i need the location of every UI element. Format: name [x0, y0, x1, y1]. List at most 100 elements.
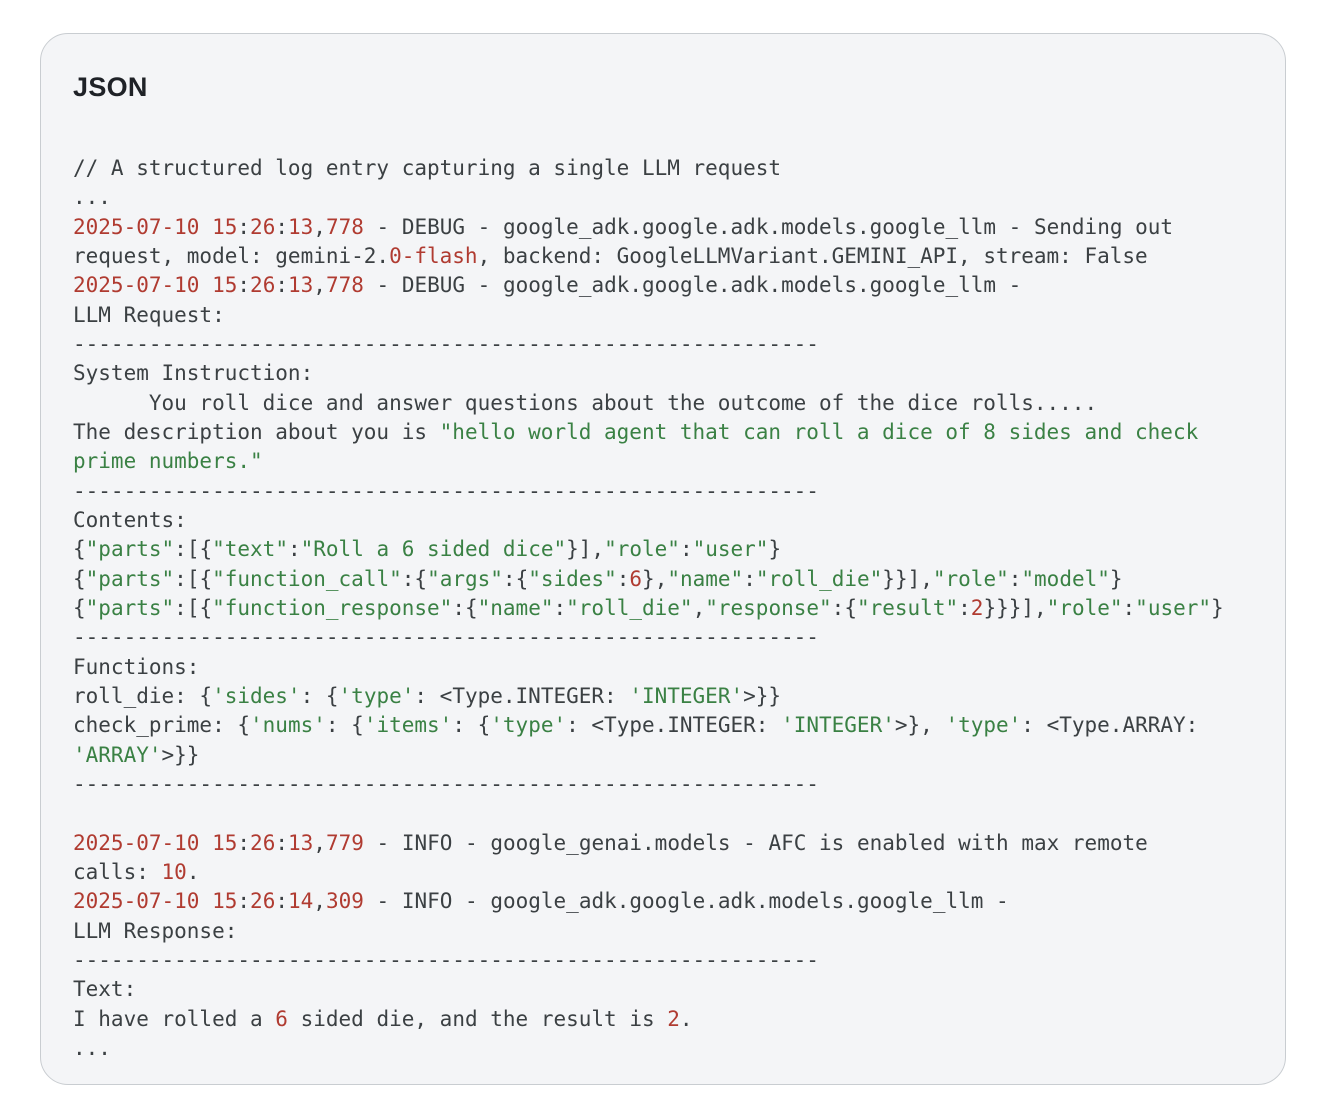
- code-token: :: [237, 830, 251, 855]
- code-token: :[{: [174, 595, 213, 620]
- code-token: // A structured log entry capturing a si…: [73, 156, 782, 180]
- code-token: :: [743, 566, 756, 591]
- code-token: {: [73, 566, 86, 591]
- code-line: 'ARRAY'>}}: [73, 741, 1253, 770]
- code-token: - DEBUG - google_adk.google.adk.models.g…: [363, 273, 1022, 298]
- code-token: 6: [629, 566, 643, 591]
- code-token: [199, 273, 212, 297]
- code-token: 6: [275, 1006, 288, 1031]
- code-line: Functions:: [73, 653, 1253, 682]
- json-log-card: JSON // A structured log entry capturing…: [40, 33, 1286, 1085]
- code-line: I have rolled a 6 sided die, and the res…: [73, 1005, 1253, 1034]
- code-token: 'INTEGER': [629, 683, 744, 708]
- code-token: check_prime: {: [73, 713, 251, 738]
- code-token: .: [679, 1006, 693, 1031]
- code-token: ----------------------------------------…: [73, 478, 819, 503]
- code-token: "role": [604, 537, 680, 562]
- code-token: 2025-07-10: [73, 830, 200, 855]
- code-token: :{: [401, 566, 428, 591]
- code-token: :: [237, 273, 251, 298]
- code-token: ,: [313, 214, 326, 239]
- code-token: 'nums': [250, 713, 326, 738]
- code-token: 2: [667, 1006, 680, 1031]
- code-token: Functions:: [73, 654, 200, 679]
- code-token: 15: [212, 830, 238, 855]
- code-token: "name": [477, 595, 554, 620]
- code-token: - INFO - google_adk.google.adk.models.go…: [363, 889, 1009, 914]
- code-token: Contents:: [73, 507, 187, 532]
- code-token: "result": [856, 595, 959, 620]
- code-token: >},: [894, 713, 946, 738]
- code-token: :: [1122, 595, 1136, 620]
- code-token: 15: [212, 889, 238, 914]
- code-line: 2025-07-10 15:26:13,778 - DEBUG - google…: [73, 213, 1253, 242]
- code-token: , backend: GoogleLLMVariant.GEMINI_API, …: [477, 243, 1148, 268]
- code-token: }: [1109, 566, 1123, 591]
- code-token: : <Type.INTEGER:: [566, 713, 782, 738]
- code-token: }],: [566, 537, 605, 562]
- code-block-language-title: JSON: [73, 72, 148, 102]
- code-token: "role": [932, 566, 1009, 591]
- code-token: :: [275, 830, 288, 855]
- code-token: >}}: [161, 742, 200, 767]
- code-line: {"parts":[{"function_call":{"args":{"sid…: [73, 565, 1253, 594]
- code-line: {"parts":[{"text":"Roll a 6 sided dice"}…: [73, 535, 1253, 564]
- code-token: "parts": [85, 566, 175, 591]
- code-token: "roll_die": [755, 566, 883, 591]
- code-line: // A structured log entry capturing a si…: [73, 154, 1253, 183]
- code-token: 309: [325, 889, 364, 914]
- code-token: "sides": [528, 566, 617, 591]
- code-line: LLM Request:: [73, 301, 1253, 330]
- code-line: 2025-07-10 15:26:13,779 - INFO - google_…: [73, 829, 1253, 858]
- code-line: calls: 10.: [73, 858, 1253, 887]
- code-token: 14: [288, 889, 314, 914]
- code-token: :{: [452, 595, 478, 620]
- code-line: ----------------------------------------…: [73, 477, 1253, 506]
- code-token: :: [287, 537, 301, 562]
- code-line: {"parts":[{"function_response":{"name":"…: [73, 594, 1253, 623]
- code-token: : <Type.INTEGER:: [414, 683, 630, 708]
- code-line: ...: [73, 1034, 1253, 1063]
- code-token: "parts": [85, 595, 175, 620]
- code-token: "args": [427, 566, 503, 591]
- code-line: ----------------------------------------…: [73, 946, 1253, 975]
- code-line: [73, 799, 1253, 828]
- code-token: .: [186, 859, 200, 884]
- code-token: - INFO - google_genai.models - AFC is en…: [363, 830, 1148, 855]
- code-token: [199, 831, 212, 855]
- code-token: }: [768, 537, 782, 562]
- code-token: calls:: [73, 859, 162, 884]
- code-token: "text": [212, 537, 288, 562]
- code-token: 2025-07-10: [73, 273, 200, 298]
- code-line: prime numbers.": [73, 447, 1253, 476]
- code-token: ...: [73, 185, 111, 210]
- code-token: 'type': [490, 713, 567, 738]
- code-token: 'ARRAY': [73, 742, 162, 767]
- code-token: 'items': [363, 713, 453, 738]
- code-token: "role": [1046, 595, 1123, 620]
- code-token: 'type': [945, 713, 1022, 738]
- code-line: Contents:: [73, 506, 1253, 535]
- code-line: ----------------------------------------…: [73, 770, 1253, 799]
- code-token: :: [553, 595, 567, 620]
- code-line: roll_die: {'sides': {'type': <Type.INTEG…: [73, 682, 1253, 711]
- code-token: "user": [692, 537, 769, 562]
- code-line: 2025-07-10 15:26:13,778 - DEBUG - google…: [73, 271, 1253, 300]
- code-token: :: [237, 214, 251, 239]
- code-token: ,: [313, 830, 326, 855]
- code-token: }}}],: [983, 595, 1047, 620]
- code-token: prime numbers.": [73, 449, 263, 474]
- code-token: :: [275, 889, 288, 914]
- code-token: {: [73, 537, 86, 562]
- code-token: ...: [73, 1035, 111, 1060]
- code-token: request, model: gemini-2.: [73, 243, 390, 268]
- code-token: >}}: [743, 683, 782, 708]
- code-token: :: [237, 889, 251, 914]
- code-token: :: [1008, 566, 1022, 591]
- code-token: ----------------------------------------…: [73, 771, 819, 796]
- code-token: 13: [288, 830, 314, 855]
- code-token: ,: [692, 595, 706, 620]
- code-token: "roll_die": [566, 595, 693, 620]
- code-token: "response": [705, 595, 832, 620]
- code-token: ,: [313, 889, 326, 914]
